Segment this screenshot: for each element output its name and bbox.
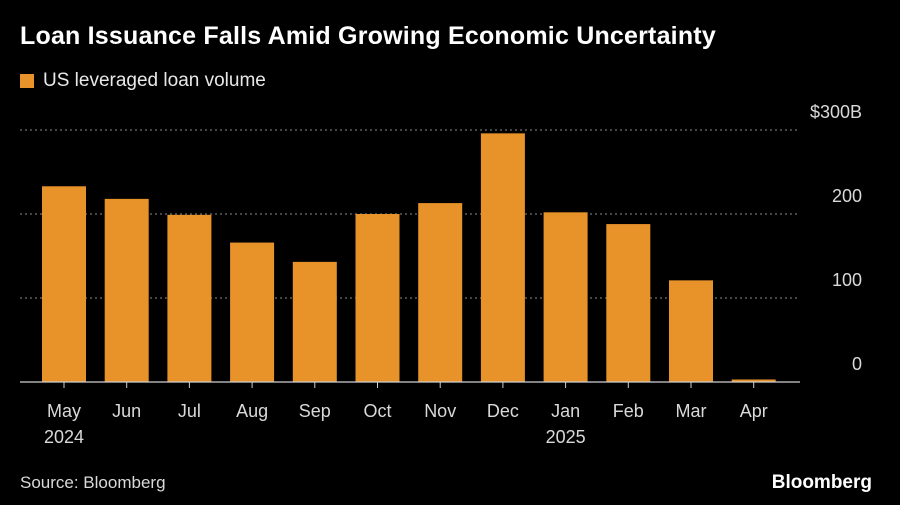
x-tick-label: Sep (299, 401, 331, 421)
y-tick-label: 200 (832, 186, 862, 206)
bar-chart: 0 100 200 $300B May 2024 Jun Jul Aug Sep Oct Nov Dec… (20, 102, 862, 447)
bar (480, 133, 525, 382)
x-tick-label: Dec (487, 401, 519, 421)
bar (42, 186, 86, 382)
x-tick-label: Mar (676, 401, 707, 421)
source-note: Source: Bloomberg (20, 473, 166, 492)
legend-swatch (20, 74, 34, 88)
bar (418, 203, 463, 382)
bar (167, 214, 212, 382)
bar (543, 212, 588, 382)
x-tick-label: Apr (740, 401, 768, 421)
x-tick-label: Jul (178, 401, 201, 421)
bar (669, 280, 713, 382)
bar (292, 261, 337, 382)
x-tick-label: Feb (613, 401, 644, 421)
x-tick-label: May (47, 401, 81, 421)
legend-label: US leveraged loan volume (43, 70, 266, 91)
bar (731, 379, 776, 382)
axis-labels: 0 100 200 $300B May 2024 Jun Jul Aug Sep Oct Nov Dec… (44, 102, 862, 447)
chart-title: Loan Issuance Falls Amid Growing Economi… (20, 22, 716, 50)
bar (606, 224, 651, 382)
x-tick-label: Aug (236, 401, 268, 421)
x-tick-label: Jan (551, 401, 580, 421)
x-year-label: 2024 (44, 427, 84, 447)
y-tick-label: $300B (810, 102, 862, 122)
x-tick-label: Oct (363, 401, 391, 421)
bloomberg-logo: Bloomberg (771, 472, 872, 493)
x-tick-label: Nov (424, 401, 456, 421)
legend: US leveraged loan volume (20, 70, 266, 92)
bars (42, 133, 776, 382)
x-year-label: 2025 (546, 427, 586, 447)
y-tick-label: 0 (852, 354, 862, 374)
bar (230, 242, 275, 382)
axes (20, 381, 800, 388)
x-tick-label: Jun (112, 401, 141, 421)
bar (104, 198, 149, 382)
y-tick-label: 100 (832, 270, 862, 290)
bar (355, 214, 400, 382)
